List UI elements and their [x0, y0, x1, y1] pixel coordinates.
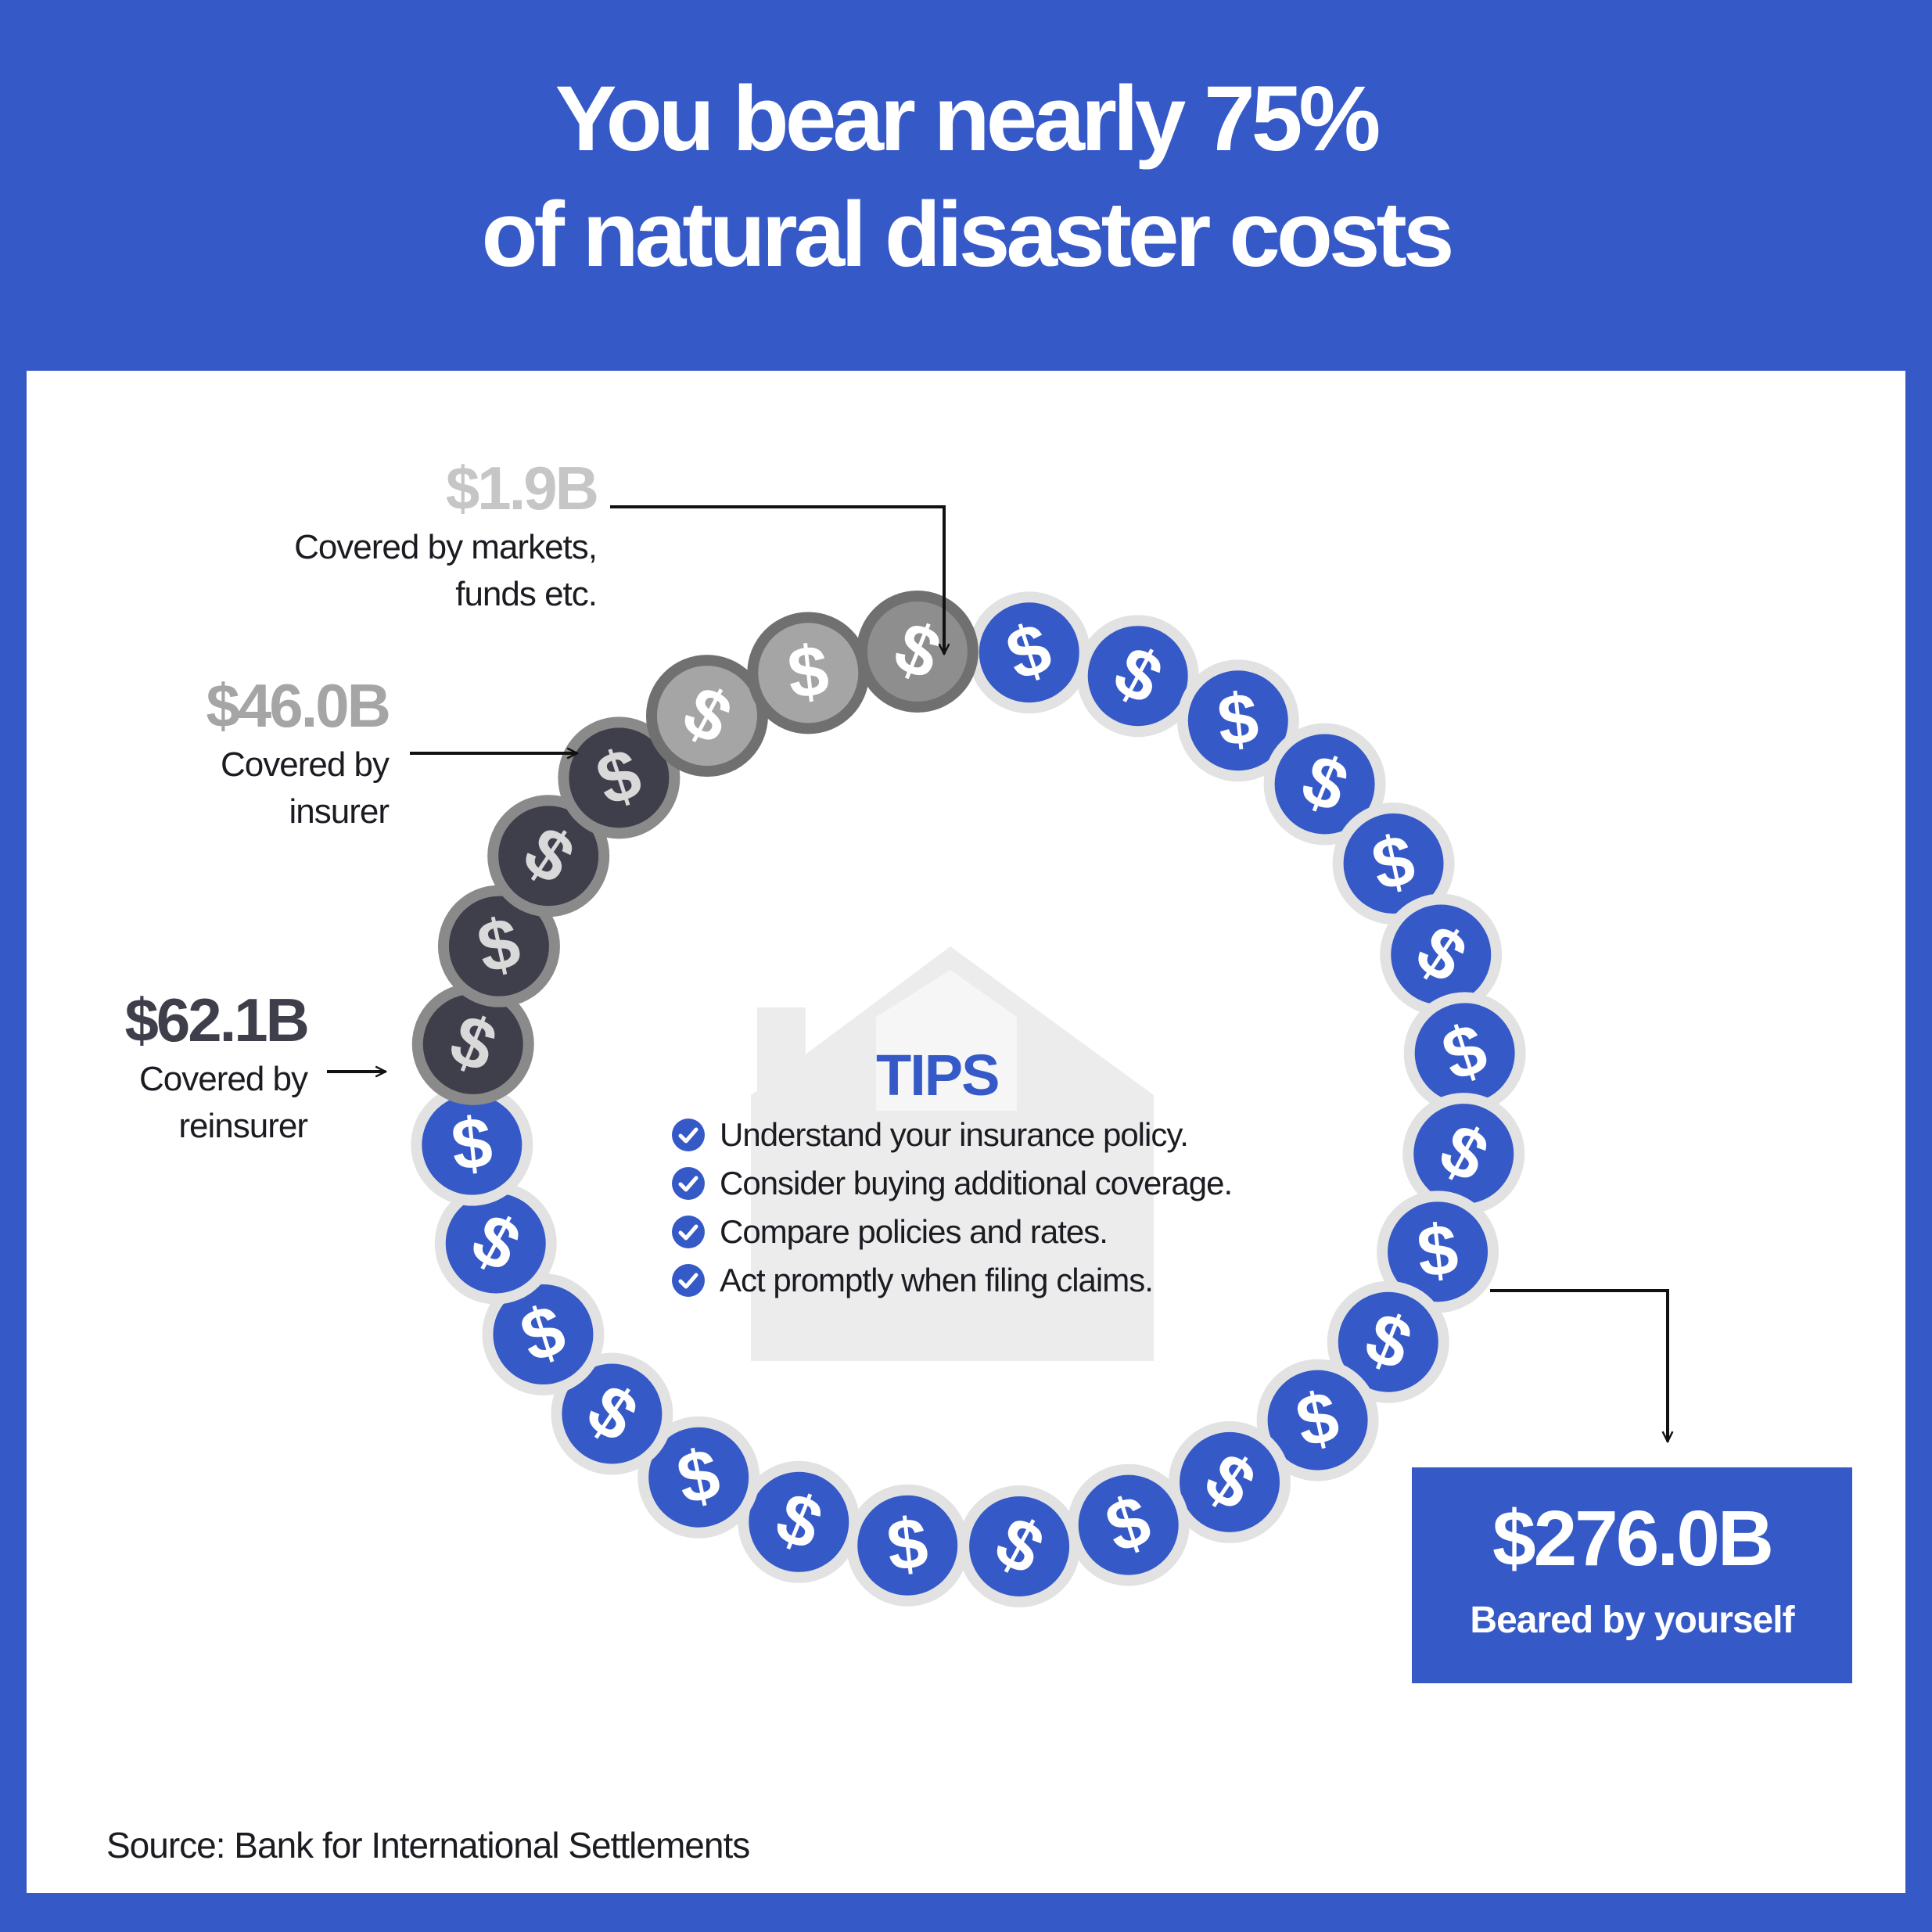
- insurer-desc-2: insurer: [289, 792, 390, 831]
- tip-text: Understand your insurance policy.: [720, 1116, 1189, 1153]
- dollar-coin-icon: $: [487, 795, 610, 918]
- dollar-coin-icon: $: [558, 716, 681, 839]
- markets-desc-2: funds etc.: [455, 575, 598, 613]
- label-markets: $1.9B Covered by markets, funds etc.: [294, 452, 599, 618]
- page-title: You bear nearly 75% of natural disaster …: [0, 61, 1932, 293]
- check-circle-icon: [672, 1119, 705, 1151]
- dollar-coin-icon: $: [747, 612, 870, 734]
- source-note: Source: Bank for International Settlemen…: [106, 1825, 750, 1866]
- result-box-yourself: $276.0B Beared by yourself: [1412, 1467, 1852, 1683]
- dollar-coin-icon: $: [738, 1460, 860, 1583]
- dollar-coin-icon: $: [551, 1352, 673, 1475]
- yourself-desc: Beared by yourself: [1470, 1600, 1794, 1641]
- markets-amount: $1.9B: [445, 454, 599, 523]
- tip-item: Act promptly when filing claims.: [671, 1256, 1375, 1305]
- coins-group: $ $ $$$$$$$$$$$$$$$$$$$$$$$$ $ $: [411, 591, 1526, 1607]
- arrow-markets: [610, 505, 944, 654]
- dollar-coin-icon: $: [846, 1484, 969, 1607]
- dollar-coin-icon: $: [1377, 1190, 1499, 1313]
- check-circle-icon: [672, 1216, 705, 1248]
- check-circle-icon: [672, 1167, 705, 1200]
- dollar-coin-icon: $: [1263, 723, 1386, 846]
- markets-desc-1: Covered by markets,: [294, 528, 598, 566]
- dollar-coin-icon: $: [411, 1083, 533, 1206]
- arrow-yourself: [1490, 1289, 1668, 1442]
- svg-text:$: $: [1413, 1209, 1462, 1293]
- tip-item: Compare policies and rates.: [671, 1208, 1375, 1256]
- tips-title: TIPS: [876, 1043, 1000, 1108]
- dollar-coin-icon: $: [1176, 659, 1299, 782]
- insurer-amount: $46.0B: [206, 671, 391, 740]
- tip-text: Act promptly when filing claims.: [720, 1262, 1154, 1298]
- dollar-coin-icon: $: [1076, 615, 1199, 738]
- reinsurer-amount: $62.1B: [124, 986, 310, 1054]
- dollar-coin-icon: $: [958, 1485, 1081, 1607]
- title-line-2: of natural disaster costs: [481, 183, 1455, 286]
- dollar-coin-icon: $: [1403, 992, 1526, 1115]
- tip-text: Compare policies and rates.: [720, 1213, 1108, 1250]
- svg-text:$: $: [447, 1102, 496, 1186]
- dollar-coin-icon: $: [1402, 1093, 1525, 1216]
- dollar-coin-icon: $: [1380, 893, 1503, 1016]
- dollar-coin-icon: $: [1169, 1420, 1291, 1543]
- check-circle-icon: [672, 1264, 705, 1297]
- svg-text:$: $: [883, 1503, 932, 1586]
- dollar-coin-icon: $: [1327, 1280, 1449, 1403]
- yourself-amount: $276.0B: [1492, 1495, 1774, 1582]
- dollar-coin-icon: $: [1256, 1359, 1379, 1481]
- svg-text:$: $: [784, 630, 832, 714]
- reinsurer-desc-1: Covered by: [138, 1060, 308, 1098]
- insurer-desc-1: Covered by: [220, 745, 390, 784]
- dollar-coin-icon: $: [637, 1416, 760, 1539]
- tip-item: Understand your insurance policy.: [671, 1111, 1375, 1159]
- dollar-coin-icon: $: [968, 591, 1090, 714]
- title-line-1: You bear nearly 75%: [555, 67, 1381, 171]
- dollar-coin-icon: $: [856, 591, 979, 713]
- dollar-coin-icon: $: [482, 1273, 605, 1396]
- dollar-coin-icon: $: [437, 885, 560, 1007]
- dollar-coin-icon: $: [1332, 802, 1455, 925]
- reinsurer-desc-2: reinsurer: [178, 1107, 308, 1145]
- svg-text:$: $: [1214, 678, 1262, 762]
- dollar-coin-icon: $: [645, 655, 768, 777]
- dollar-coin-icon: $: [1067, 1463, 1190, 1586]
- tips-list: Understand your insurance policy. Conside…: [671, 1111, 1375, 1305]
- tip-text: Consider buying additional coverage.: [720, 1165, 1233, 1201]
- dollar-coin-icon: $: [434, 1182, 557, 1305]
- dollar-coin-icon: $: [411, 982, 534, 1105]
- house-icon: [751, 946, 1154, 1361]
- label-insurer: $46.0B Covered by insurer: [206, 670, 391, 835]
- label-reinsurer: $62.1B Covered by reinsurer: [124, 984, 310, 1150]
- tips-section: TIPS Understand your insurance policy. Co…: [671, 1040, 1375, 1305]
- tip-item: Consider buying additional coverage.: [671, 1159, 1375, 1208]
